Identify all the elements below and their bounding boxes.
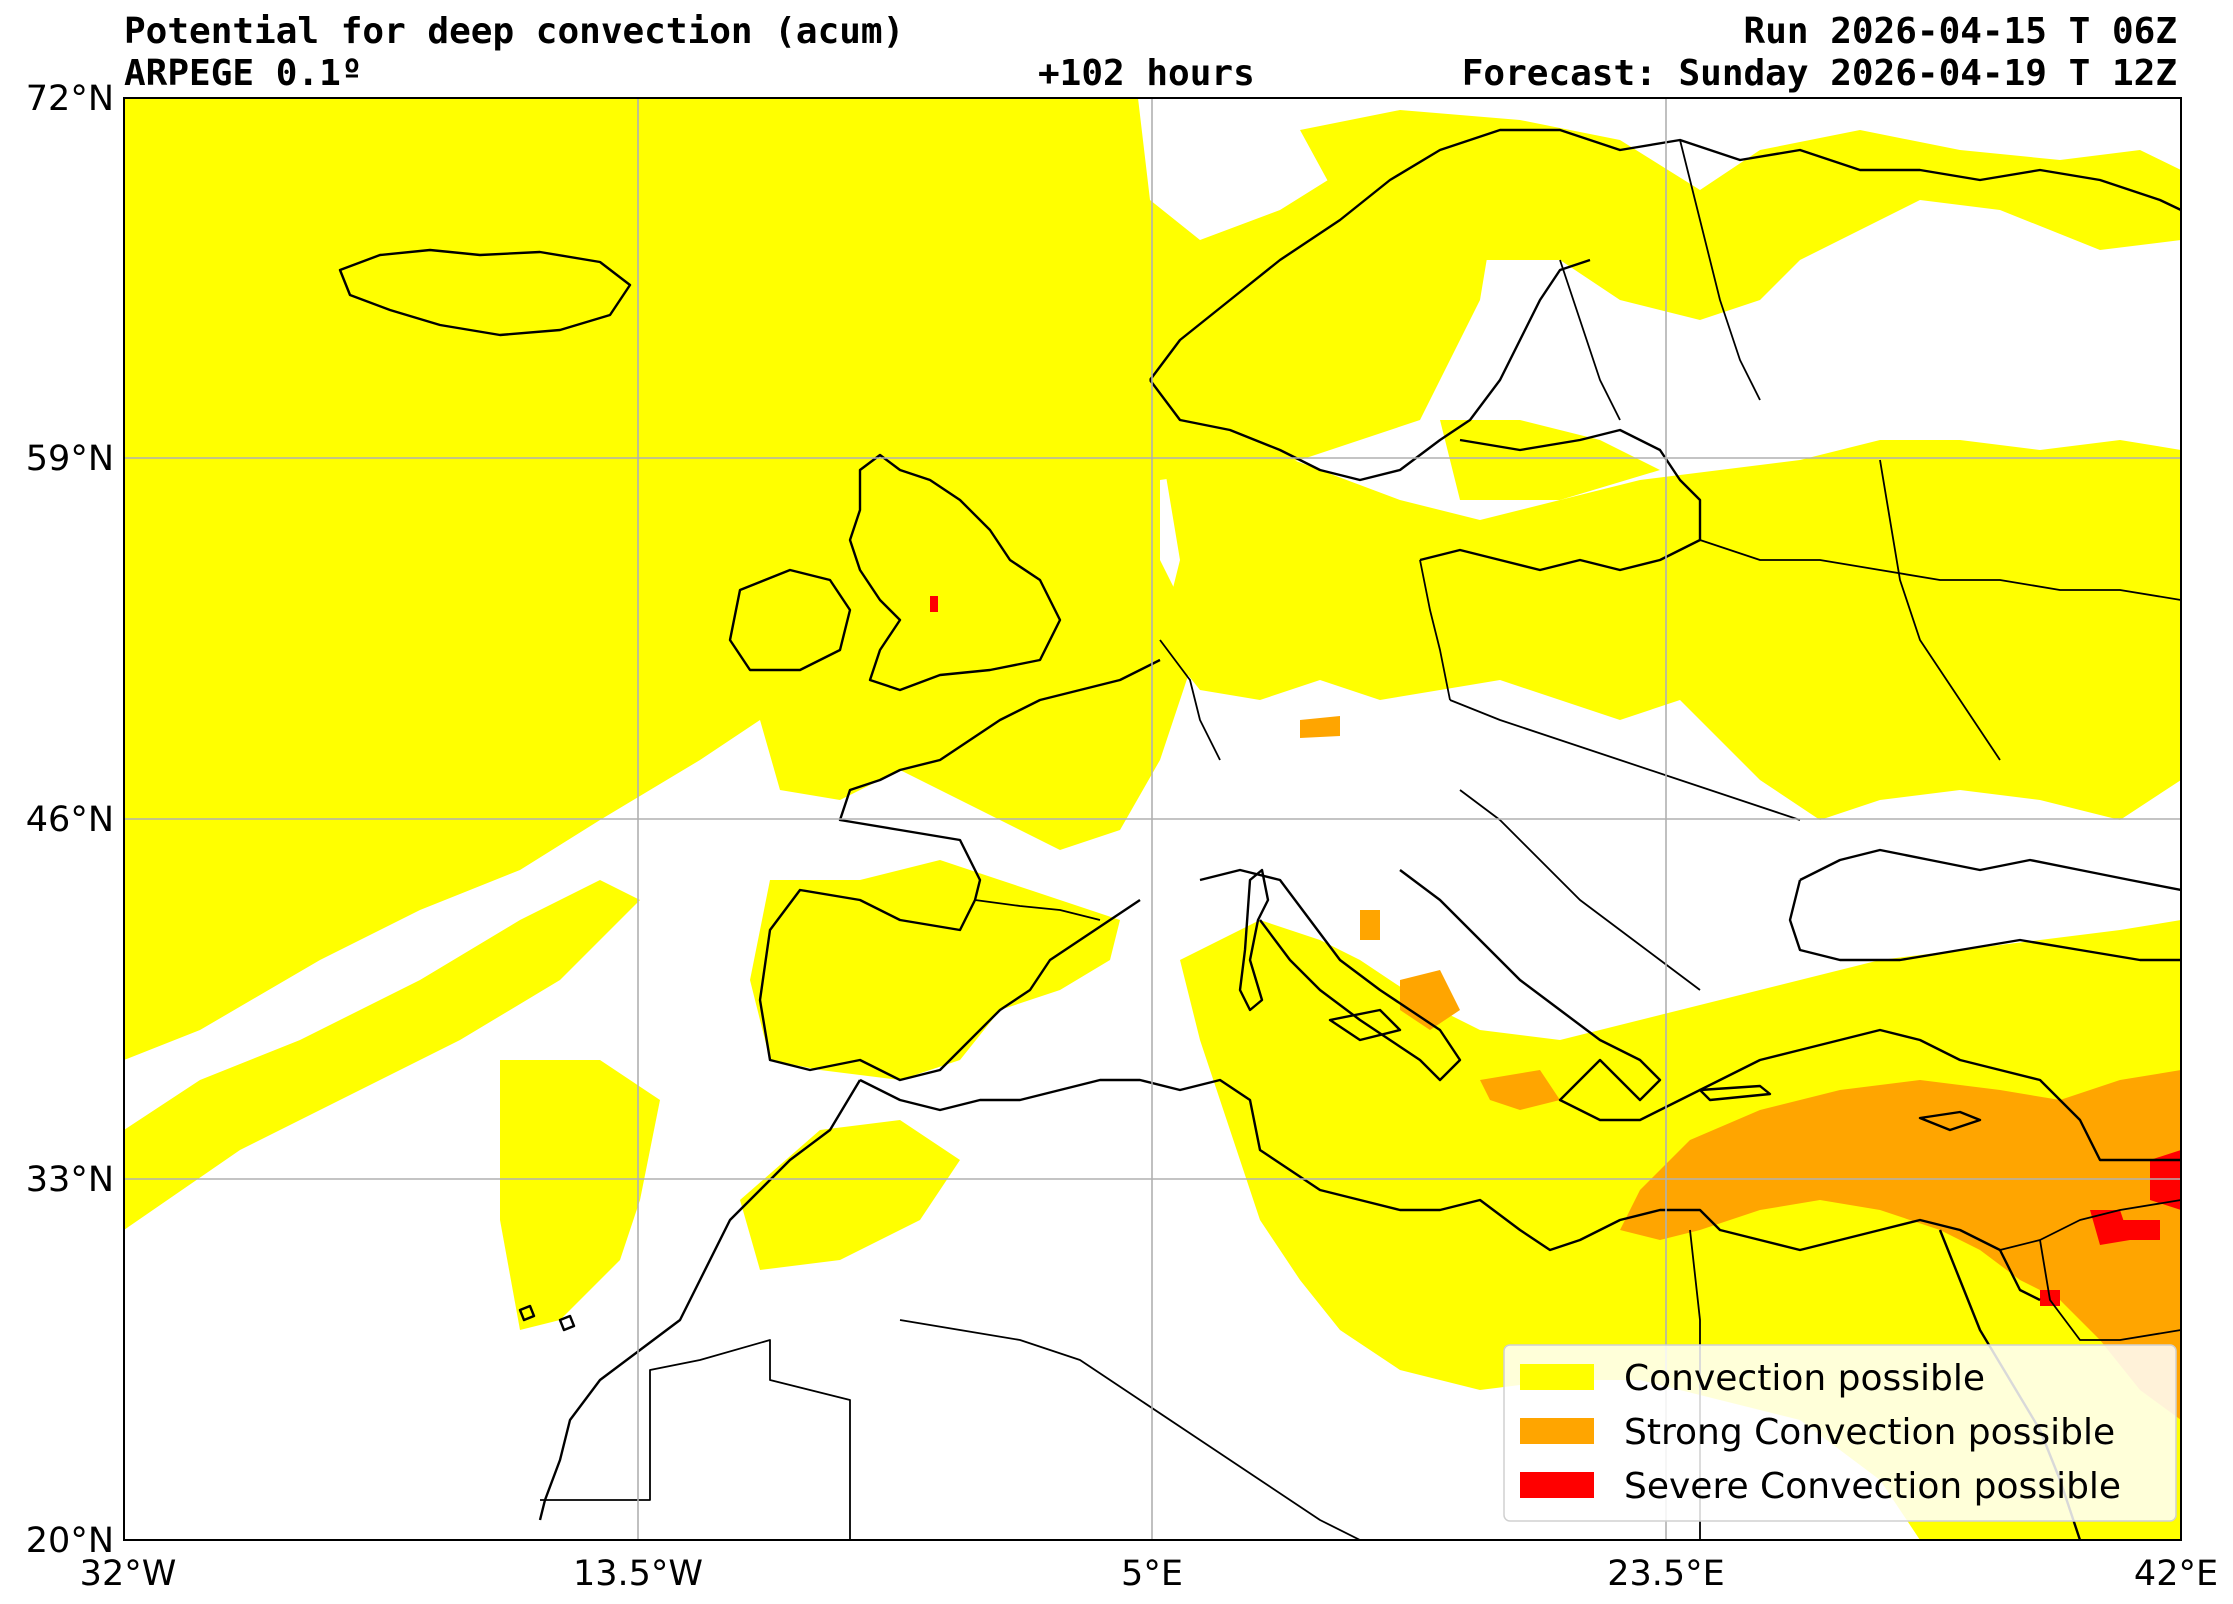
libya-strong	[1480, 1070, 1560, 1110]
x-tick-label: 23.5°E	[1607, 1554, 1725, 1594]
border-middle-east	[1999, 1199, 2181, 1341]
border-balkans	[1459, 789, 1701, 991]
ireland-coast	[728, 568, 852, 672]
central-europe-convection	[1160, 440, 2181, 820]
border-russia-belarus	[1879, 459, 2001, 761]
legend: Convection possible Strong Convection po…	[1503, 1344, 2177, 1522]
iberia-convection	[750, 860, 1120, 1080]
y-tick-label: 59°N	[26, 439, 114, 479]
forecast-time: Forecast: Sunday 2026-04-19 T 12Z	[1461, 53, 2177, 94]
x-axis-labels: 32°W 13.5°W 5°E 23.5°E 42°E	[80, 1554, 2218, 1594]
x-tick-label: 5°E	[1121, 1554, 1183, 1594]
morocco-convection	[740, 1120, 960, 1270]
scandinavia-convection	[1300, 110, 2181, 320]
sardinia-corsica	[1238, 868, 1270, 1012]
sicily	[1328, 1008, 1402, 1042]
legend-swatch-convection	[1520, 1364, 1594, 1390]
border-north-africa	[899, 1319, 1361, 1540]
strong-convection-area	[1300, 716, 2181, 1420]
atlantic-south-band	[124, 880, 640, 1230]
eastern-med-strong	[1620, 1070, 2181, 1420]
north-africa-west-convection	[500, 1060, 660, 1330]
border-germany-poland	[1419, 559, 1451, 701]
black-sea-coast	[1788, 848, 2181, 962]
lead-time: +102 hours	[1038, 53, 1255, 94]
ireland-severe	[930, 596, 938, 612]
legend-label-strong: Strong Convection possible	[1624, 1412, 2115, 1453]
country-borders	[540, 139, 2181, 1540]
y-tick-label: 72°N	[26, 79, 114, 119]
italy-coast	[1199, 868, 1462, 1082]
iceland-coast	[338, 248, 632, 337]
border-western-sahara	[540, 1339, 851, 1540]
plot-frame	[123, 97, 2182, 1541]
border-east-europe	[1699, 539, 2181, 601]
border-scandinavia	[1559, 139, 1761, 421]
canary-islands	[518, 1304, 576, 1332]
italy-strong	[1400, 970, 1460, 1030]
coastlines	[338, 128, 2181, 1540]
western-europe-coast	[758, 658, 1161, 1082]
north-africa-coast	[538, 1078, 2041, 1521]
syria-severe	[2100, 1220, 2160, 1240]
y-tick-label: 33°N	[26, 1160, 114, 1200]
legend-box	[1503, 1344, 2177, 1522]
x-tick-label: 42°E	[2134, 1554, 2218, 1594]
gridlines	[124, 98, 2181, 1540]
border-france-germany	[1159, 639, 1221, 761]
balkan-strong	[1360, 910, 1380, 940]
run-time: Run 2026-04-15 T 06Z	[1743, 11, 2177, 52]
map-plot-area	[124, 98, 2181, 1540]
norway-sweden-coast	[1149, 128, 2181, 482]
legend-swatch-severe	[1520, 1472, 1594, 1498]
model-name: ARPEGE 0.1º	[124, 53, 363, 94]
balkans-coast	[1399, 869, 2181, 1162]
map-title: Potential for deep convection (acum)	[124, 11, 905, 52]
y-axis-labels: 72°N 59°N 46°N 33°N 20°N	[26, 79, 114, 1561]
border-central-east	[1449, 699, 1801, 821]
x-tick-label: 13.5°W	[573, 1554, 703, 1594]
y-tick-label: 46°N	[26, 800, 114, 840]
levant-severe-1	[2150, 1150, 2181, 1210]
legend-label-convection: Convection possible	[1624, 1358, 1985, 1399]
x-tick-label: 32°W	[80, 1554, 177, 1594]
crete	[1698, 1084, 1772, 1102]
legend-swatch-strong	[1520, 1418, 1594, 1444]
britain-coast	[848, 453, 1062, 692]
y-tick-label: 20°N	[26, 1521, 114, 1561]
alps-strong	[1300, 716, 1340, 738]
border-france-spain	[974, 899, 1101, 921]
legend-label-severe: Severe Convection possible	[1624, 1466, 2121, 1507]
cyprus	[1918, 1110, 1982, 1132]
baltic-convection	[1440, 420, 1660, 500]
